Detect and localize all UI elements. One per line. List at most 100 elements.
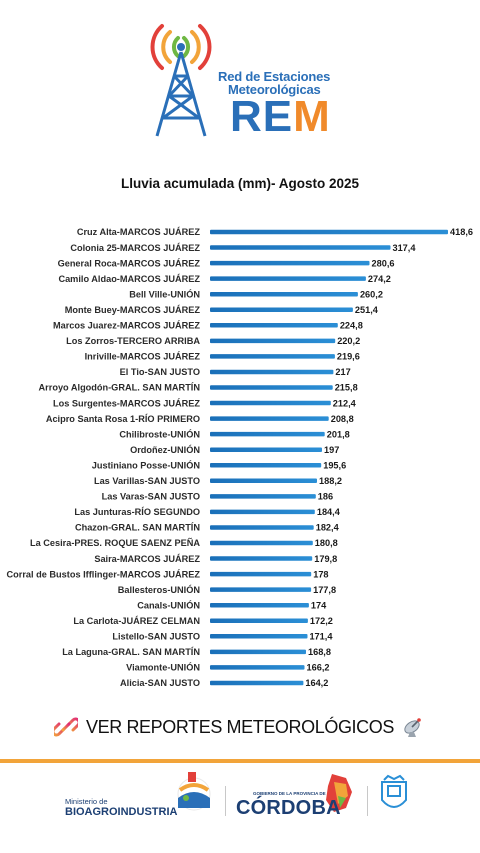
- bar: [210, 338, 336, 344]
- coat-of-arms-icon: [381, 774, 407, 808]
- logo-abbrev-m: M: [293, 92, 331, 141]
- bar: [210, 478, 317, 484]
- bar: [210, 571, 312, 577]
- value-label: 166,2: [306, 663, 329, 673]
- logo-title-line1: Red de Estaciones: [218, 69, 331, 84]
- bar: [210, 416, 329, 421]
- bar: [210, 509, 315, 515]
- bar: [210, 447, 322, 452]
- category-label: Bell Ville-UNIÓN: [129, 288, 200, 299]
- bar: [210, 307, 353, 312]
- category-label: Listello-SAN JUSTO: [112, 632, 200, 642]
- value-label: 212,4: [333, 398, 357, 408]
- logo-title-line2: Meteorológicas: [228, 82, 321, 97]
- bar: [210, 634, 308, 639]
- category-label: Las Varillas-SAN JUSTO: [94, 476, 200, 486]
- category-label: Ordoñez-UNIÓN: [130, 444, 200, 455]
- category-label: Inriville-MARCOS JUÁREZ: [85, 351, 201, 362]
- value-label: 208,8: [331, 414, 354, 424]
- value-label: 251,4: [355, 305, 379, 315]
- link-icon: [54, 717, 79, 737]
- footer-divider: [0, 759, 480, 763]
- bar: [210, 587, 312, 592]
- category-label: Canals-UNIÓN: [137, 599, 200, 610]
- bar: [210, 229, 448, 235]
- category-label: Viamonte-UNIÓN: [126, 662, 200, 673]
- reports-link-label: VER REPORTES METEOROLÓGICOS: [86, 716, 394, 737]
- value-label: 179,8: [314, 554, 337, 564]
- bar: [210, 525, 314, 530]
- satellite-dish-icon: [404, 718, 421, 737]
- bar: [210, 385, 333, 390]
- category-label: La Carlota-JUÁREZ CELMAN: [73, 615, 200, 626]
- category-label: Las Varas-SAN JUSTO: [102, 492, 200, 502]
- rainfall-bar-chart: Cruz Alta-MARCOS JUÁREZ 418,6 Colonia 25-M…: [7, 226, 473, 688]
- category-label: Monte Buey-MARCOS JUÁREZ: [65, 304, 201, 315]
- bioagroindustria-emblem-icon: [177, 772, 211, 811]
- bar: [210, 540, 313, 546]
- footer-separator: [225, 786, 226, 816]
- category-label: Alicia-SAN JUSTO: [120, 678, 200, 688]
- category-label: Saira-MARCOS JUÁREZ: [94, 553, 200, 564]
- value-label: 172,2: [310, 616, 333, 626]
- bar: [210, 245, 391, 250]
- value-label: 224,8: [340, 321, 363, 331]
- value-label: 168,8: [308, 647, 331, 657]
- bar: [210, 618, 308, 623]
- value-label: 274,2: [368, 274, 391, 284]
- value-label: 184,4: [317, 507, 341, 517]
- footer-logos: [177, 772, 407, 816]
- logo-abbrev-re: RE: [230, 92, 294, 141]
- category-label: General Roca-MARCOS JUÁREZ: [58, 257, 201, 268]
- bioagroindustria-label: BIOAGROINDUSTRIA: [65, 806, 178, 818]
- value-label: 186: [318, 492, 333, 502]
- gobierno-label: GOBIERNO DE LA PROVINCIA DE: [253, 791, 326, 796]
- category-label: Las Junturas-RÍO SEGUNDO: [74, 506, 200, 517]
- chart-title: Lluvia acumulada (mm)- Agosto 2025: [120, 176, 360, 191]
- category-label: Justiniano Posse-UNIÓN: [92, 459, 201, 470]
- value-label: 260,2: [360, 289, 383, 299]
- category-label: Arroyo Algodón-GRAL. SAN MARTÍN: [39, 382, 201, 393]
- tower-icon: [155, 43, 207, 137]
- value-label: 219,6: [337, 352, 360, 362]
- category-label: Chilibroste-UNIÓN: [119, 428, 200, 439]
- value-label: 171,4: [309, 632, 333, 642]
- value-label: 418,6: [450, 227, 473, 237]
- bar: [210, 400, 331, 406]
- category-label: La Cesira-PRES. ROQUE SAENZ PEÑA: [30, 538, 200, 548]
- bar: [210, 291, 358, 297]
- value-label: 164,2: [305, 678, 328, 688]
- category-label: Colonia 25-MARCOS JUÁREZ: [70, 242, 200, 253]
- value-label: 188,2: [319, 476, 342, 486]
- category-label: El Tio-SAN JUSTO: [120, 367, 200, 377]
- bar: [210, 369, 334, 375]
- value-label: 177,8: [313, 585, 336, 595]
- value-label: 182,4: [316, 523, 340, 533]
- bar: [210, 354, 335, 359]
- bar: [210, 649, 306, 655]
- category-label: Los Zorros-TERCERO ARRIBA: [66, 336, 200, 346]
- value-label: 217: [335, 367, 350, 377]
- value-label: 180,8: [315, 538, 338, 548]
- logo-abbrev: REM: [230, 92, 331, 142]
- bar: [210, 665, 305, 670]
- category-label: La Laguna-GRAL. SAN MARTÍN: [62, 646, 200, 657]
- value-label: 220,2: [337, 336, 360, 346]
- category-label: Acipro Santa Rosa 1-RÍO PRIMERO: [46, 413, 200, 424]
- category-label: Los Surgentes-MARCOS JUÁREZ: [53, 397, 200, 408]
- value-label: 178: [313, 569, 328, 579]
- bar: [210, 276, 366, 281]
- category-label: Ballesteros-UNIÓN: [118, 584, 201, 595]
- footer-separator-2: [367, 786, 368, 816]
- value-label: 317,4: [392, 243, 416, 253]
- category-label: Corral de Bustos Ifflinger-MARCOS JUÁREZ: [7, 568, 201, 579]
- ministerio-label: Ministerio de: [65, 797, 108, 806]
- bar: [210, 260, 370, 266]
- bar: [210, 494, 316, 499]
- value-label: 280,6: [372, 258, 395, 268]
- bar: [210, 556, 313, 561]
- value-label: 201,8: [327, 429, 350, 439]
- category-label: Chazon-GRAL. SAN MARTÍN: [75, 522, 200, 533]
- reports-link[interactable]: VER REPORTES METEOROLÓGICOS: [0, 711, 480, 743]
- signal-waves-icon: [150, 24, 212, 70]
